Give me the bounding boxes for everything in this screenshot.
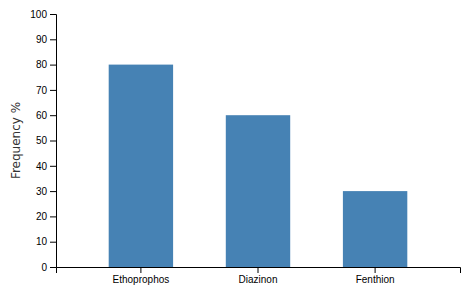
y-tick-mark (50, 65, 56, 66)
y-tick-label: 50 (36, 135, 48, 146)
bar (109, 65, 173, 267)
y-tick-label: 100 (30, 9, 47, 20)
y-axis: 0 10 20 30 40 50 60 70 80 90 100 (30, 9, 56, 273)
x-tick: Fenthion (356, 267, 395, 285)
y-tick-label: 70 (36, 85, 48, 96)
y-tick-mark (50, 39, 56, 40)
y-tick-mark (50, 191, 56, 192)
y-tick: 50 (36, 135, 56, 146)
bar (343, 191, 407, 267)
y-tick: 90 (36, 34, 56, 45)
x-tick: Ethoprophos (113, 267, 170, 285)
y-tick: 70 (36, 85, 56, 96)
x-axis-line (57, 268, 461, 274)
y-axis-title: Frequency % (9, 102, 23, 179)
y-tick: 10 (36, 236, 56, 247)
y-tick-mark (50, 141, 56, 142)
y-tick-mark (50, 115, 56, 116)
y-tick: 40 (36, 161, 56, 172)
y-tick-mark (50, 14, 56, 15)
x-tick-label: Fenthion (356, 274, 395, 285)
chart: Ethoprophos Diazinon Fenthion 0 10 20 30 40 50 60… (0, 0, 474, 297)
x-axis: Ethoprophos Diazinon Fenthion (57, 267, 461, 285)
y-tick-label: 20 (36, 211, 48, 222)
y-tick-label: 60 (36, 110, 48, 121)
y-axis-line (50, 15, 57, 268)
y-tick-label: 10 (36, 236, 48, 247)
bars (109, 65, 408, 267)
y-tick-mark (50, 216, 56, 217)
plot: Ethoprophos Diazinon Fenthion 0 10 20 30 40 50 60… (30, 9, 460, 285)
bar (226, 115, 290, 267)
x-tick-mark (375, 267, 376, 273)
x-tick-label: Ethoprophos (113, 274, 170, 285)
y-tick-mark (50, 242, 56, 243)
y-tick-label: 90 (36, 34, 48, 45)
y-tick-label: 40 (36, 161, 48, 172)
y-tick: 20 (36, 211, 56, 222)
y-tick-label: 30 (36, 186, 48, 197)
x-tick: Diazinon (239, 267, 278, 285)
y-tick: 0 (41, 262, 56, 273)
y-tick: 30 (36, 186, 56, 197)
y-tick-mark (50, 166, 56, 167)
y-tick-label: 80 (36, 59, 48, 70)
y-tick-label: 0 (41, 262, 47, 273)
y-tick: 80 (36, 59, 56, 70)
y-tick: 100 (30, 9, 56, 20)
x-tick-mark (140, 267, 141, 273)
y-tick: 60 (36, 110, 56, 121)
y-tick-mark (50, 267, 56, 268)
y-tick-mark (50, 90, 56, 91)
x-tick-mark (258, 267, 259, 273)
x-tick-label: Diazinon (239, 274, 278, 285)
